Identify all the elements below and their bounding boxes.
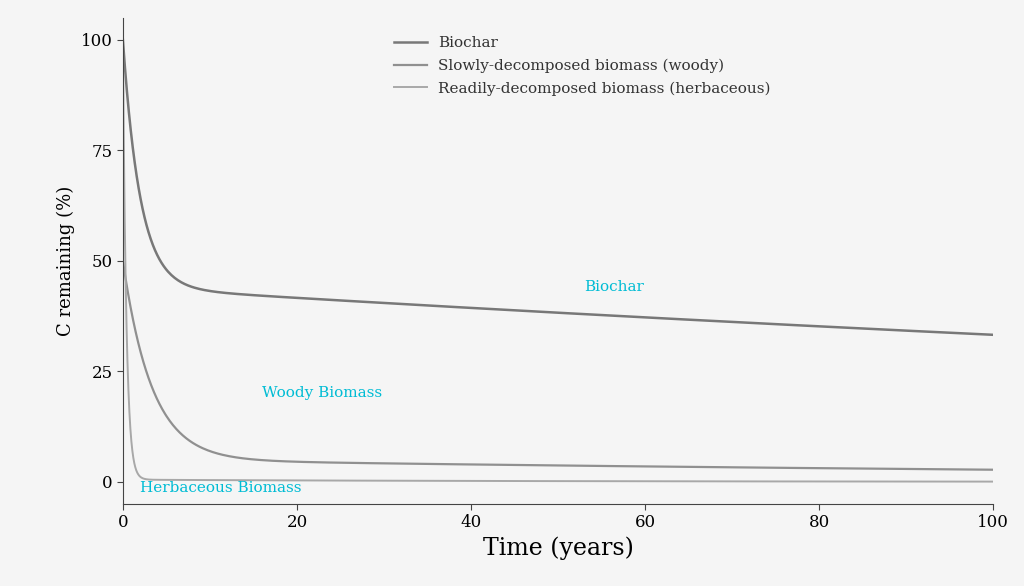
Legend: Biochar, Slowly-decomposed biomass (woody), Readily-decomposed biomass (herbaceo: Biochar, Slowly-decomposed biomass (wood…: [388, 30, 777, 102]
Text: Herbaceous Biomass: Herbaceous Biomass: [140, 482, 302, 496]
X-axis label: Time (years): Time (years): [482, 537, 634, 560]
Y-axis label: C remaining (%): C remaining (%): [56, 186, 75, 336]
Text: Biochar: Biochar: [584, 280, 644, 294]
Text: Woody Biomass: Woody Biomass: [262, 386, 382, 400]
